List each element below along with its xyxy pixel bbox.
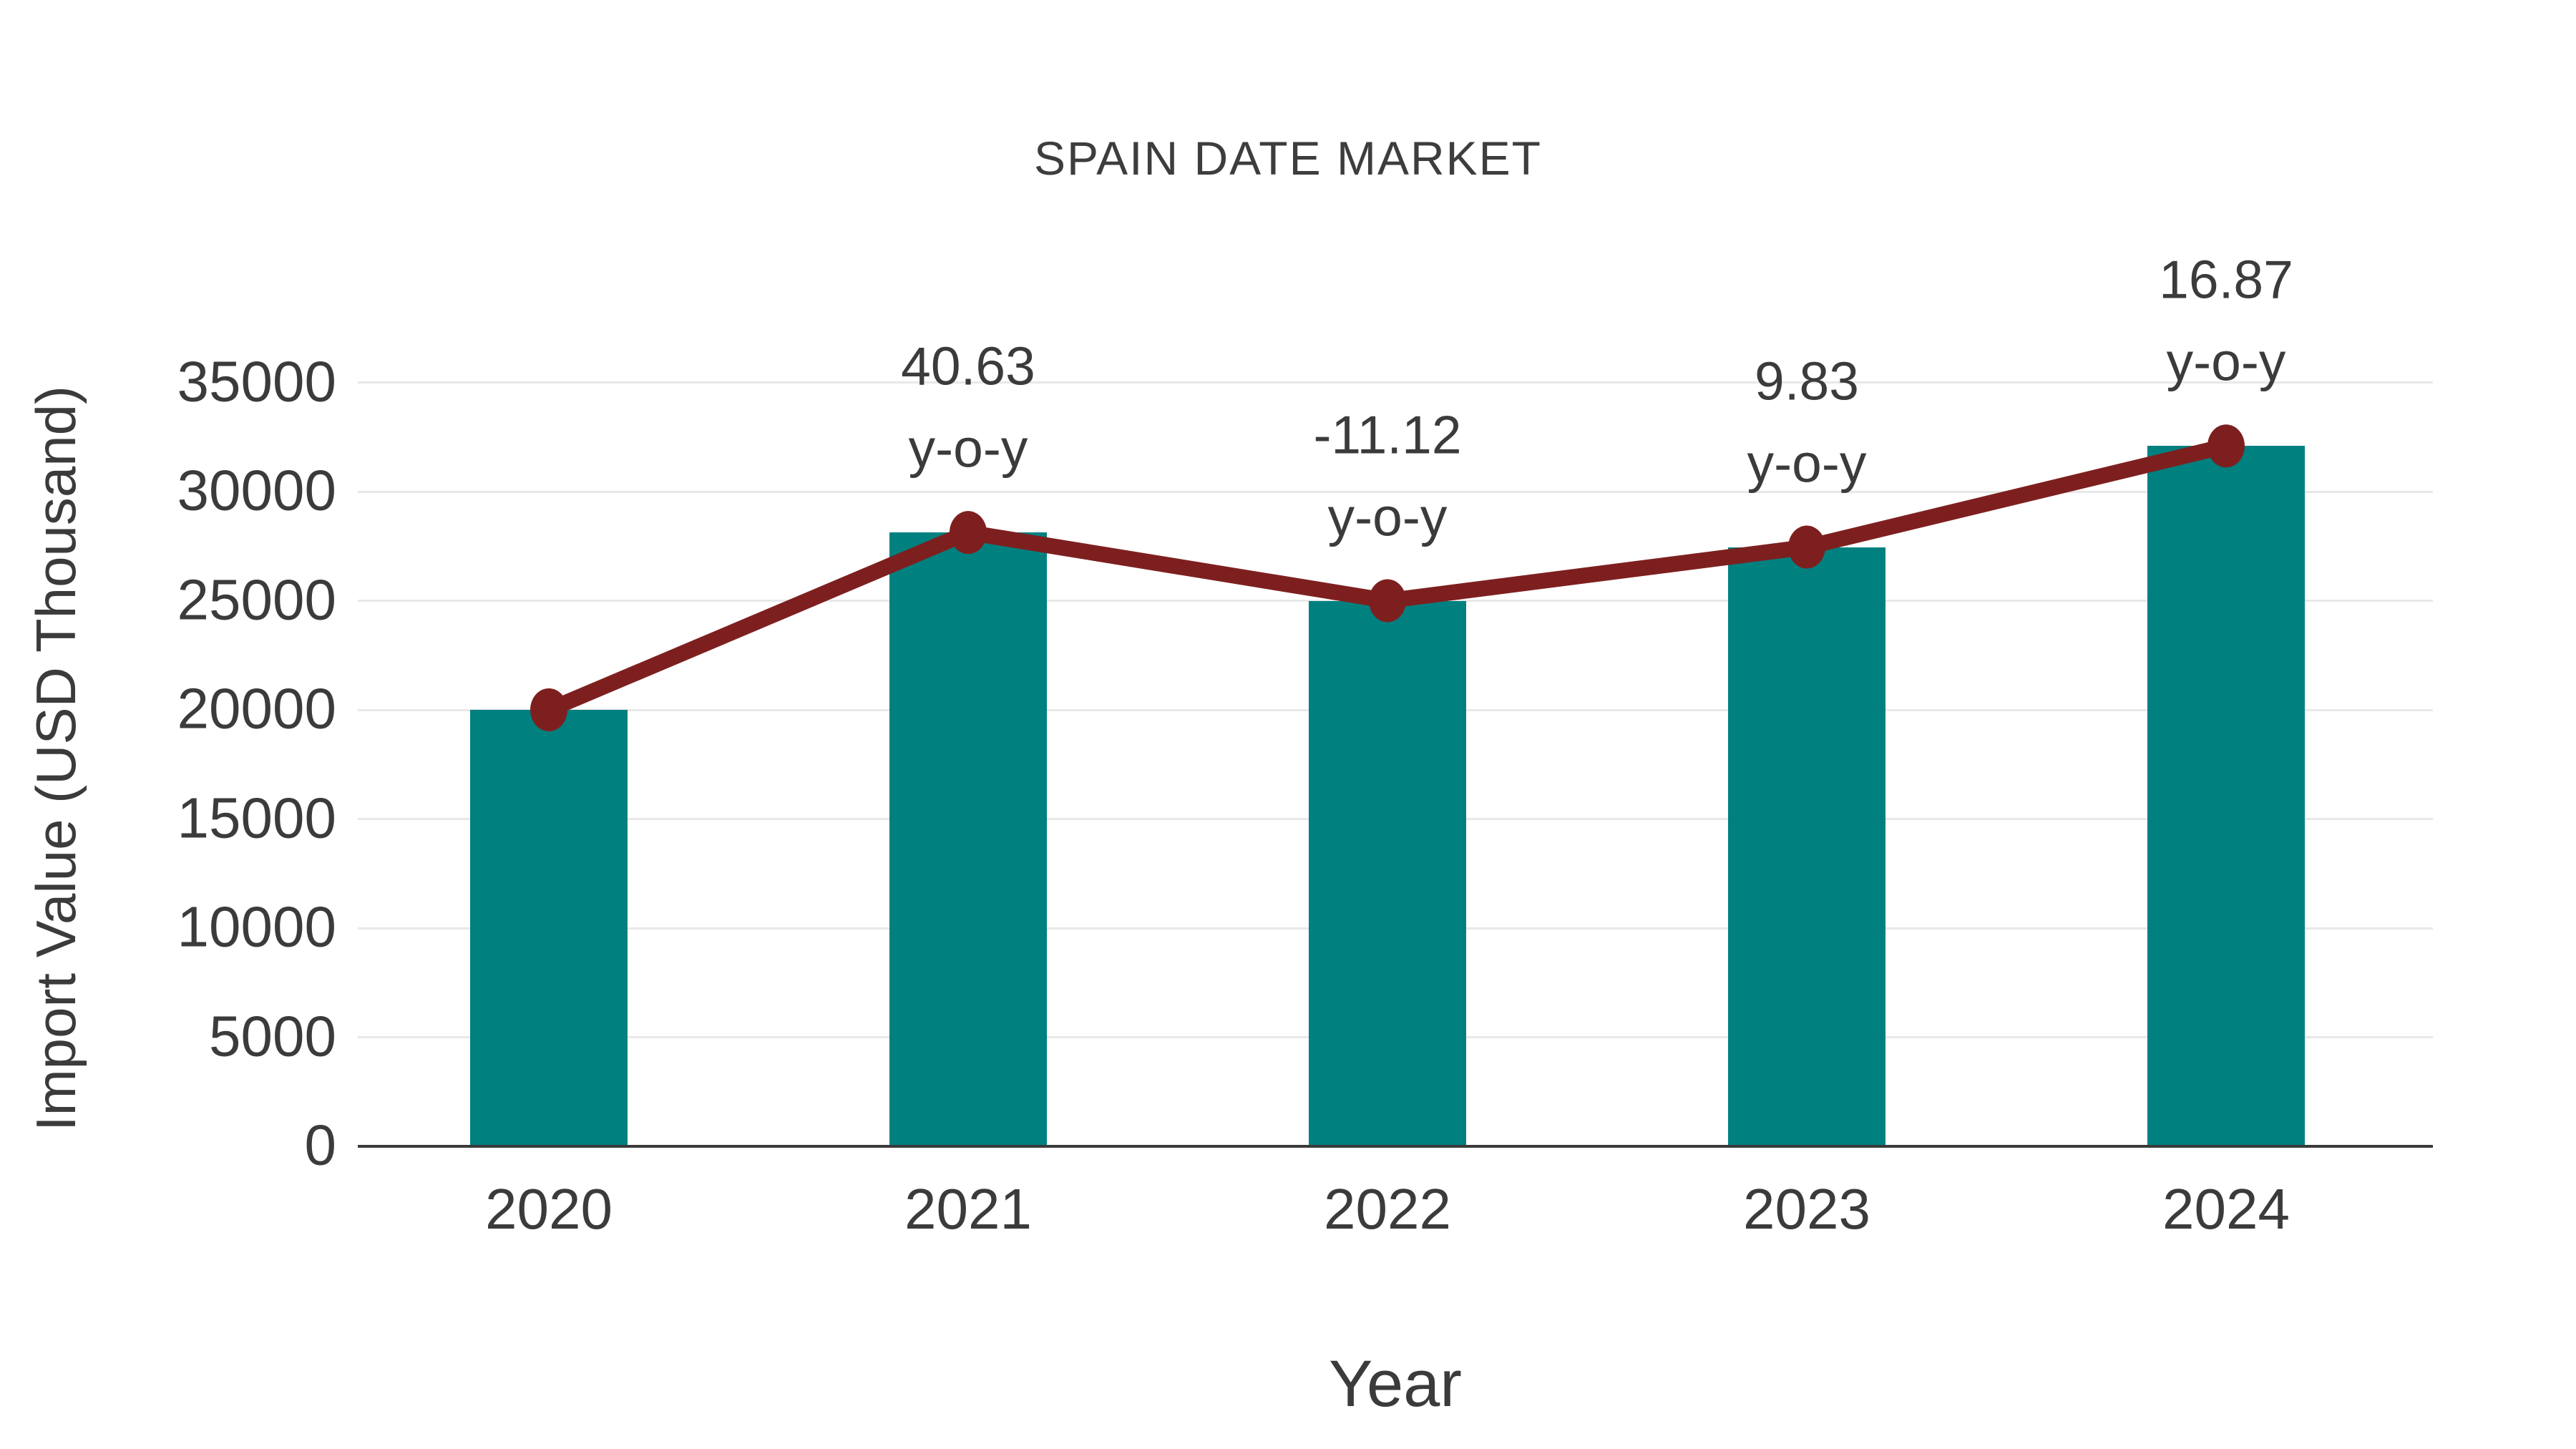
annotation-value-2024: 16.87 <box>2159 249 2293 310</box>
chart-title: SPAIN DATE MARKET <box>1034 132 1542 185</box>
annotation-value-2022: -11.12 <box>1313 404 1462 464</box>
x-tick-label-2024: 2024 <box>2162 1177 2290 1241</box>
y-tick-label-25000: 25000 <box>177 567 336 631</box>
y-tick-label-5000: 5000 <box>209 1003 336 1068</box>
annotation-suffix-2023: y-o-y <box>1747 433 1867 494</box>
trend-marker-2021 <box>950 511 987 555</box>
bar-2023 <box>1728 547 1885 1146</box>
y-tick-label-20000: 20000 <box>177 676 336 741</box>
gridline-30000 <box>358 490 2433 493</box>
annotation-suffix-2024: y-o-y <box>2166 331 2286 392</box>
annotation-suffix-2021: y-o-y <box>908 418 1028 479</box>
x-axis-title: Year <box>1329 1347 1462 1420</box>
y-tick-label-35000: 35000 <box>177 348 336 413</box>
x-axis-line <box>358 1145 2433 1148</box>
x-tick-label-2023: 2023 <box>1743 1177 1870 1241</box>
x-tick-label-2021: 2021 <box>904 1177 1032 1241</box>
y-tick-label-15000: 15000 <box>177 785 336 849</box>
annotation-value-2021: 40.63 <box>901 336 1035 396</box>
gridline-35000 <box>358 381 2433 384</box>
x-tick-label-2022: 2022 <box>1324 1177 1451 1241</box>
annotation-suffix-2022: y-o-y <box>1327 487 1448 547</box>
bar-2024 <box>2147 446 2305 1146</box>
y-tick-label-0: 0 <box>304 1113 337 1177</box>
trend-line <box>541 438 2234 718</box>
trend-marker-2023 <box>1788 525 1825 569</box>
trend-marker-2020 <box>530 688 567 731</box>
trend-marker-2022 <box>1369 579 1406 623</box>
x-tick-label-2020: 2020 <box>485 1177 613 1241</box>
annotation-value-2023: 9.83 <box>1755 351 1859 411</box>
bar-2020 <box>470 710 628 1146</box>
bar-2021 <box>889 532 1047 1146</box>
y-tick-label-10000: 10000 <box>177 894 336 959</box>
y-tick-label-30000: 30000 <box>177 458 336 522</box>
bar-2022 <box>1309 600 1466 1146</box>
trend-marker-2024 <box>2207 424 2245 468</box>
